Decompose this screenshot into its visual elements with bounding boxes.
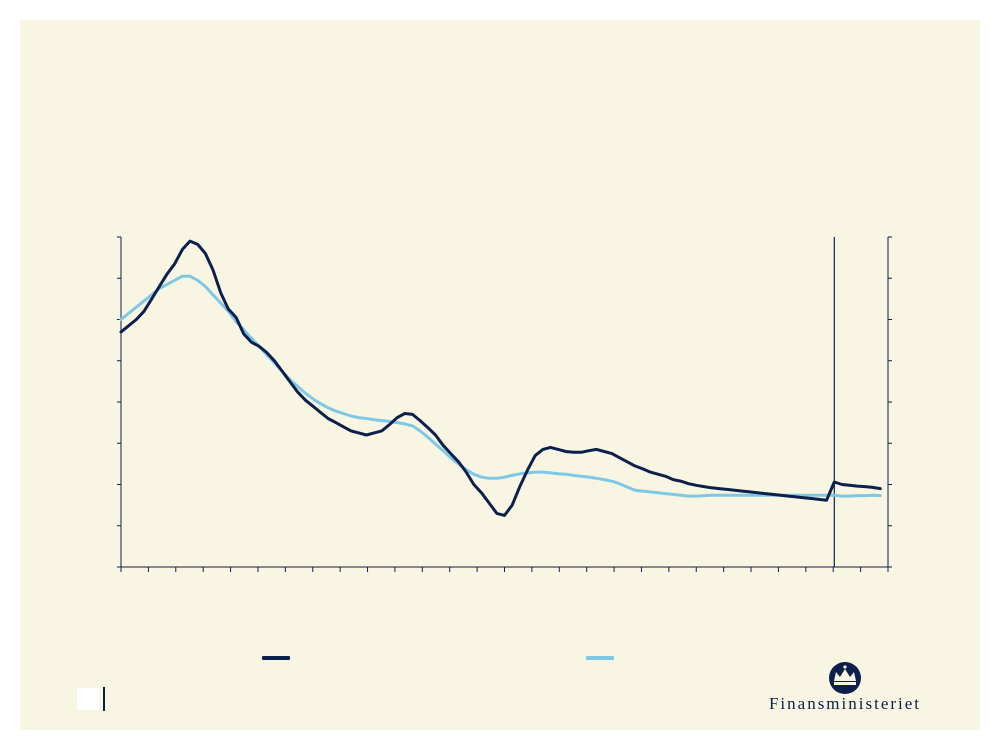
- legend-item-dark: [262, 648, 298, 668]
- legend-item-light: [586, 648, 622, 668]
- page-number-box: [77, 688, 99, 710]
- slide-background: Finansministeriet: [20, 20, 980, 730]
- legend-swatch-dark: [262, 656, 290, 660]
- page-divider: [103, 687, 105, 711]
- series-line-light: [119, 274, 882, 498]
- finansministeriet-logo: Finansministeriet: [750, 658, 940, 720]
- legend-swatch-light: [586, 656, 614, 660]
- series-line-dark: [119, 239, 882, 517]
- logo-text: Finansministeriet: [768, 694, 922, 713]
- line-chart: [117, 236, 892, 572]
- crown-icon: [829, 662, 861, 694]
